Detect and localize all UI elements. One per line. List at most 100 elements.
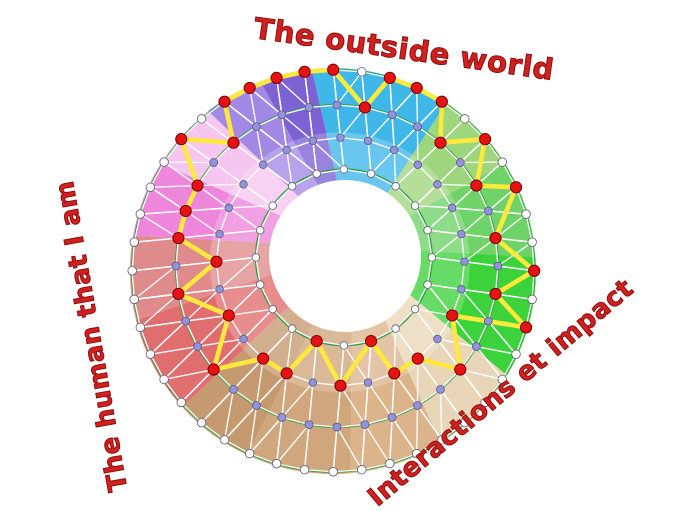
graph-node (252, 401, 261, 410)
mesh-edge (197, 183, 244, 187)
mesh-edge (495, 237, 533, 243)
mesh-edge (308, 104, 338, 109)
mesh-edge (286, 149, 318, 175)
graph-node (391, 324, 400, 333)
mesh-edge (262, 164, 293, 187)
mesh-edge (139, 293, 179, 328)
mesh-edge (255, 358, 264, 406)
graph-node (363, 378, 373, 387)
mesh-edge (175, 260, 217, 267)
mesh-edge (475, 346, 503, 380)
mesh-edge (259, 284, 274, 310)
mesh-edge (460, 288, 489, 322)
mesh-edge (484, 379, 503, 403)
sector-wedge-red-salmon (136, 274, 289, 407)
mesh-edge (316, 168, 344, 175)
mesh-edge (312, 140, 318, 174)
graph-node (427, 253, 437, 262)
path-edge (493, 235, 537, 274)
mesh-edge (139, 327, 152, 355)
graph-node (215, 285, 224, 294)
mesh-edge (259, 205, 274, 231)
graph-node (390, 145, 399, 155)
graph-node (196, 114, 207, 124)
mesh-edge (367, 140, 372, 174)
mesh-edge (367, 382, 393, 418)
mesh-edge (233, 388, 257, 407)
mesh-edge (219, 229, 261, 235)
mesh-edge (389, 452, 417, 465)
mesh-edge (249, 416, 283, 455)
sector-wedge-green-bright (410, 250, 536, 376)
mesh-edge (339, 345, 345, 386)
path-edge (222, 99, 236, 146)
graph-node (433, 180, 442, 189)
mesh-edge (163, 161, 198, 187)
mesh-edge (427, 283, 462, 290)
graph-node (287, 182, 297, 191)
graph-node (215, 229, 224, 239)
mesh-edge (427, 229, 462, 235)
path-edge (211, 356, 266, 372)
mesh-edge (139, 213, 179, 239)
graph-node (255, 280, 265, 289)
path-node (172, 287, 185, 301)
sector-wedge-green-light (387, 102, 506, 216)
mesh-edge (276, 462, 305, 471)
mesh-edge (393, 372, 419, 406)
graph-node (363, 136, 373, 145)
mesh-edge (243, 164, 264, 185)
path-node (243, 81, 256, 95)
mesh-edge (224, 101, 257, 128)
mesh-edge (255, 372, 288, 406)
graph-node (304, 420, 314, 429)
mesh-edge (333, 469, 362, 473)
path-edge (176, 259, 219, 297)
graph-node (135, 209, 146, 219)
mesh-edge (233, 142, 264, 166)
graph-node (423, 226, 432, 235)
mesh-edge (185, 314, 229, 322)
mesh-edge (460, 233, 466, 262)
path-node (227, 136, 240, 149)
mesh-edge (340, 136, 369, 142)
mesh-edge (367, 114, 393, 142)
graph-node (433, 334, 442, 344)
mesh-edge (391, 416, 418, 454)
mesh-edge (487, 320, 517, 355)
path-node (270, 71, 283, 85)
inner-highlight-band (209, 132, 470, 393)
mesh-edge (281, 114, 288, 151)
path-node (364, 335, 378, 348)
mesh-edge (272, 308, 293, 330)
graph-node (413, 401, 422, 410)
mesh-edge (133, 265, 177, 300)
mesh-edge (308, 107, 314, 141)
mesh-edge (495, 213, 527, 239)
mesh-edge (228, 308, 273, 317)
mesh-edge (255, 126, 264, 165)
path-node (410, 81, 423, 95)
graph-node (447, 203, 457, 213)
graph-node (171, 261, 181, 271)
mesh-edge (272, 185, 293, 207)
mesh-edge (431, 256, 465, 263)
mesh-edge (391, 114, 395, 150)
mesh-edge (275, 417, 283, 464)
mesh-edge (131, 270, 135, 300)
mesh-edge (201, 388, 234, 424)
path-edge (176, 291, 232, 318)
mesh-edge (255, 230, 261, 258)
path-node (334, 379, 347, 392)
graph-node (436, 384, 445, 394)
mesh-edge (364, 416, 393, 426)
mesh-edge (213, 161, 244, 185)
graph-node (497, 157, 507, 167)
path-edge (362, 75, 393, 110)
mesh-edge (475, 320, 489, 347)
mesh-edge (256, 404, 283, 418)
graph-node (357, 465, 367, 475)
mesh-edge (216, 256, 256, 263)
path-node (454, 363, 467, 376)
